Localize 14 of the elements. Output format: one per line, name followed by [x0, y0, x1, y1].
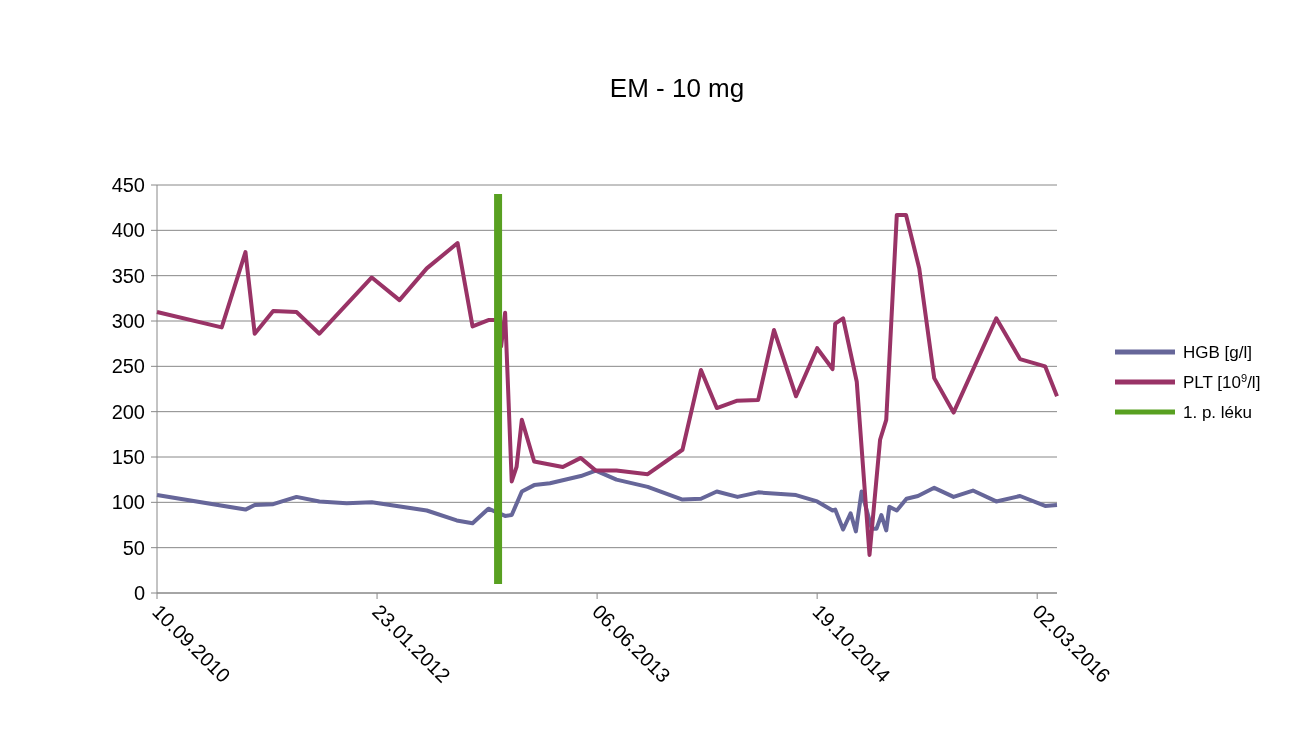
chart-title: EM - 10 mg	[609, 73, 745, 103]
y-tick-label: 400	[111, 219, 145, 242]
legend-label: 1. p. léku	[1183, 402, 1252, 422]
y-tick-label: 50	[122, 536, 145, 559]
y-tick-label: 250	[111, 355, 145, 378]
y-tick-label: 100	[111, 491, 145, 514]
y-tick-label: 200	[111, 400, 145, 423]
legend-label: PLT [10$^{9}$/l]	[1183, 371, 1261, 392]
y-tick-label: 0	[133, 582, 145, 604]
y-tick-label: 150	[111, 446, 145, 468]
legend-label: HGB [g/l]	[1183, 342, 1252, 362]
y-tick-label: 350	[111, 264, 145, 287]
y-tick-label: 300	[111, 310, 145, 332]
y-tick-label: 450	[111, 174, 145, 196]
